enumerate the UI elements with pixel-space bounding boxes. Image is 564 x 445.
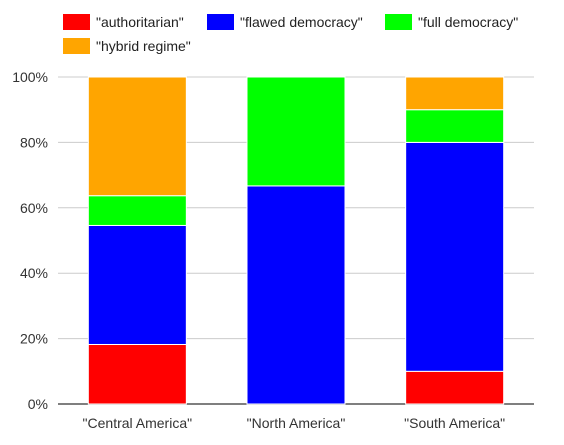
legend-label: "full democracy" — [418, 14, 518, 30]
bar-segment — [87, 76, 187, 197]
legend-label: "hybrid regime" — [96, 38, 191, 54]
legend-swatch — [385, 14, 412, 30]
y-tick-label: 80% — [20, 134, 48, 150]
bar-segment — [87, 195, 187, 226]
bar-segment — [246, 185, 346, 405]
bar-segment — [87, 343, 187, 405]
x-tick-label: "Central America" — [83, 415, 193, 431]
y-tick-label: 20% — [20, 331, 48, 347]
bar-segment — [246, 76, 346, 187]
bar-segment — [405, 370, 505, 405]
y-tick-label: 100% — [12, 69, 48, 85]
bar-segment — [87, 224, 187, 345]
bar-segment — [405, 109, 505, 143]
y-tick-label: 40% — [20, 265, 48, 281]
legend-label: "flawed democracy" — [240, 14, 363, 30]
x-tick-label: "South America" — [404, 415, 505, 431]
y-tick-label: 0% — [28, 396, 48, 412]
x-tick-label: "North America" — [247, 415, 346, 431]
bar-segment — [405, 141, 505, 372]
y-tick-label: 60% — [20, 200, 48, 216]
legend-label: "authoritarian" — [96, 14, 184, 30]
bar-segment — [405, 76, 505, 111]
legend-swatch — [63, 38, 90, 54]
legend-swatch — [63, 14, 90, 30]
legend-swatch — [207, 14, 234, 30]
